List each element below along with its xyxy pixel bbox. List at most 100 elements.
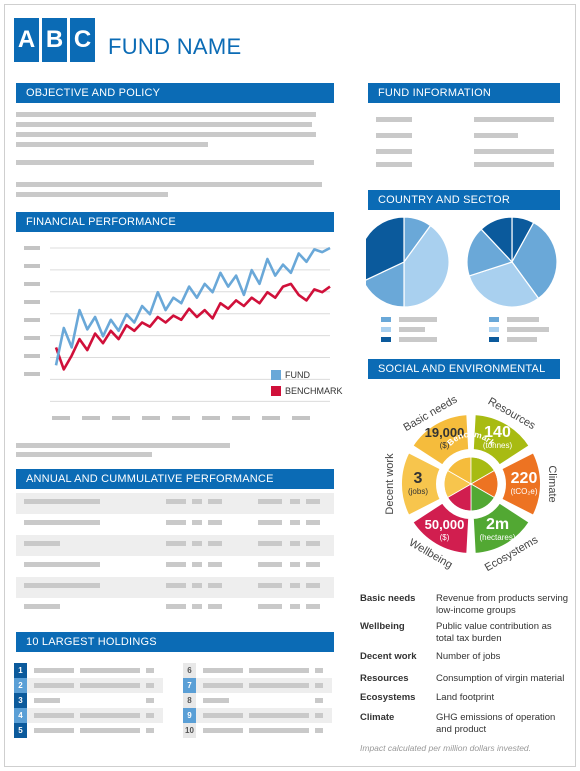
table-cell-placeholder <box>208 583 222 588</box>
y-tick-placeholder <box>24 300 40 304</box>
table-cell-placeholder <box>192 604 202 609</box>
definition-description: GHG emissions of operation and product <box>436 712 556 735</box>
holding-number: 5 <box>14 723 27 738</box>
legend-fund: FUND <box>271 370 310 380</box>
definition-term: Wellbeing <box>360 621 405 632</box>
holding-row: 3 <box>14 693 163 708</box>
impact-value: 50,000 <box>425 517 465 532</box>
table-cell-placeholder <box>166 541 186 546</box>
y-tick-placeholder <box>24 336 40 340</box>
table-cell-placeholder <box>306 562 320 567</box>
table-cell-placeholder <box>24 583 100 588</box>
impact-unit: ($) <box>440 533 450 542</box>
fund-name-title: FUND NAME <box>108 34 242 59</box>
table-cell-placeholder <box>192 541 202 546</box>
impact-wheel: 19,000($)140(tonnes)220(tCO₂e)2m(hectare… <box>384 393 558 574</box>
benchmark-series-line <box>54 282 331 371</box>
impact-unit: ($) <box>440 441 450 450</box>
table-cell-placeholder <box>306 583 320 588</box>
impact-segment <box>411 501 471 555</box>
holding-number: 7 <box>183 678 196 693</box>
table-cell-placeholder <box>24 520 100 525</box>
table-cell-placeholder <box>24 604 60 609</box>
definition-term: Climate <box>360 712 395 723</box>
impact-unit: (tonnes) <box>483 441 513 450</box>
table-cell-placeholder <box>166 499 186 504</box>
table-cell-placeholder <box>208 499 222 504</box>
definition-description: Consumption of virgin material <box>436 673 565 684</box>
impact-segment <box>471 413 531 467</box>
country-section-header: COUNTRY AND SECTOR BREAKDOWN <box>368 190 560 226</box>
social-section-header: SOCIAL AND ENVIRONMENTAL IMPACT <box>368 359 560 395</box>
x-tick-placeholder <box>292 416 310 420</box>
annual-section-header: ANNUAL AND CUMMULATIVE PERFORMANCE <box>16 469 334 489</box>
table-cell-placeholder <box>258 562 282 567</box>
y-tick-placeholder <box>24 318 40 322</box>
definition-description: Number of jobs <box>436 651 501 662</box>
chart-gridlines <box>50 247 330 402</box>
logo-letter-b: B <box>42 18 67 62</box>
holding-row: 10 <box>183 723 332 738</box>
y-tick-placeholder <box>24 264 40 268</box>
holdings-section-header: 10 LARGEST HOLDINGS <box>16 632 334 652</box>
holding-row: 1 <box>14 663 163 678</box>
y-tick-placeholder <box>24 282 40 286</box>
holding-number: 2 <box>14 678 27 693</box>
fund-series-line <box>54 246 331 366</box>
benchmark-swatch <box>271 386 281 396</box>
impact-unit: (jobs) <box>408 487 428 496</box>
holding-row: 2 <box>14 678 163 693</box>
table-cell-placeholder <box>24 562 100 567</box>
definition-description: Revenue from products serving low-income… <box>436 593 569 616</box>
holding-number: 3 <box>14 693 27 708</box>
definition-row: Decent work Number of jobs <box>360 651 570 675</box>
definition-description: Land footprint <box>436 692 495 703</box>
table-cell-placeholder <box>24 541 60 546</box>
holding-number: 6 <box>183 663 196 678</box>
y-tick-placeholder <box>24 372 40 376</box>
impact-value: 3 <box>414 470 423 487</box>
impact-unit: (tCO₂e) <box>510 487 537 496</box>
table-cell-placeholder <box>208 604 222 609</box>
holding-number: 1 <box>14 663 27 678</box>
table-cell-placeholder <box>258 499 282 504</box>
x-tick-placeholder <box>82 416 100 420</box>
definition-term: Ecosystems <box>360 692 416 703</box>
fund-info-section-header: FUND INFORMATION <box>368 83 560 103</box>
financial-performance-chart <box>24 246 331 420</box>
holding-row: 8 <box>183 693 332 708</box>
impact-value: 220 <box>511 470 538 487</box>
country-sector-pie-charts <box>366 216 558 308</box>
table-cell-placeholder <box>166 604 186 609</box>
chart-x-tick-placeholders <box>52 416 310 420</box>
logo-letter-a: A <box>14 18 39 62</box>
impact-footnote: Impact calculated per million dollars in… <box>360 743 532 753</box>
legend-benchmark: BENCHMARK <box>271 386 343 396</box>
holding-number: 8 <box>183 693 196 708</box>
definition-row: Basic needs Revenue from products serving… <box>360 593 570 617</box>
fund-swatch <box>271 370 281 380</box>
legend-benchmark-label: BENCHMARK <box>285 386 343 396</box>
holding-number: 10 <box>183 723 196 738</box>
holding-row: 7 <box>183 678 332 693</box>
definition-row: Climate GHG emissions of operation and pr… <box>360 712 570 736</box>
table-cell-placeholder <box>208 520 222 525</box>
table-cell-placeholder <box>192 583 202 588</box>
x-tick-placeholder <box>52 416 70 420</box>
holding-row: 5 <box>14 723 163 738</box>
table-cell-placeholder <box>258 583 282 588</box>
holding-row: 6 <box>183 663 332 678</box>
definition-term: Basic needs <box>360 593 416 604</box>
table-cell-placeholder <box>306 520 320 525</box>
impact-segment <box>411 413 471 467</box>
definition-term: Resources <box>360 673 409 684</box>
table-cell-placeholder <box>258 520 282 525</box>
pie-slice <box>366 216 405 281</box>
financial-section-header: FINANCIAL PERFORMANCE <box>16 212 334 232</box>
y-tick-placeholder <box>24 354 40 358</box>
pie-slice <box>466 228 514 277</box>
impact-value: 140 <box>484 424 511 441</box>
x-tick-placeholder <box>142 416 160 420</box>
table-cell-placeholder <box>290 541 300 546</box>
pie-slice <box>511 221 558 300</box>
